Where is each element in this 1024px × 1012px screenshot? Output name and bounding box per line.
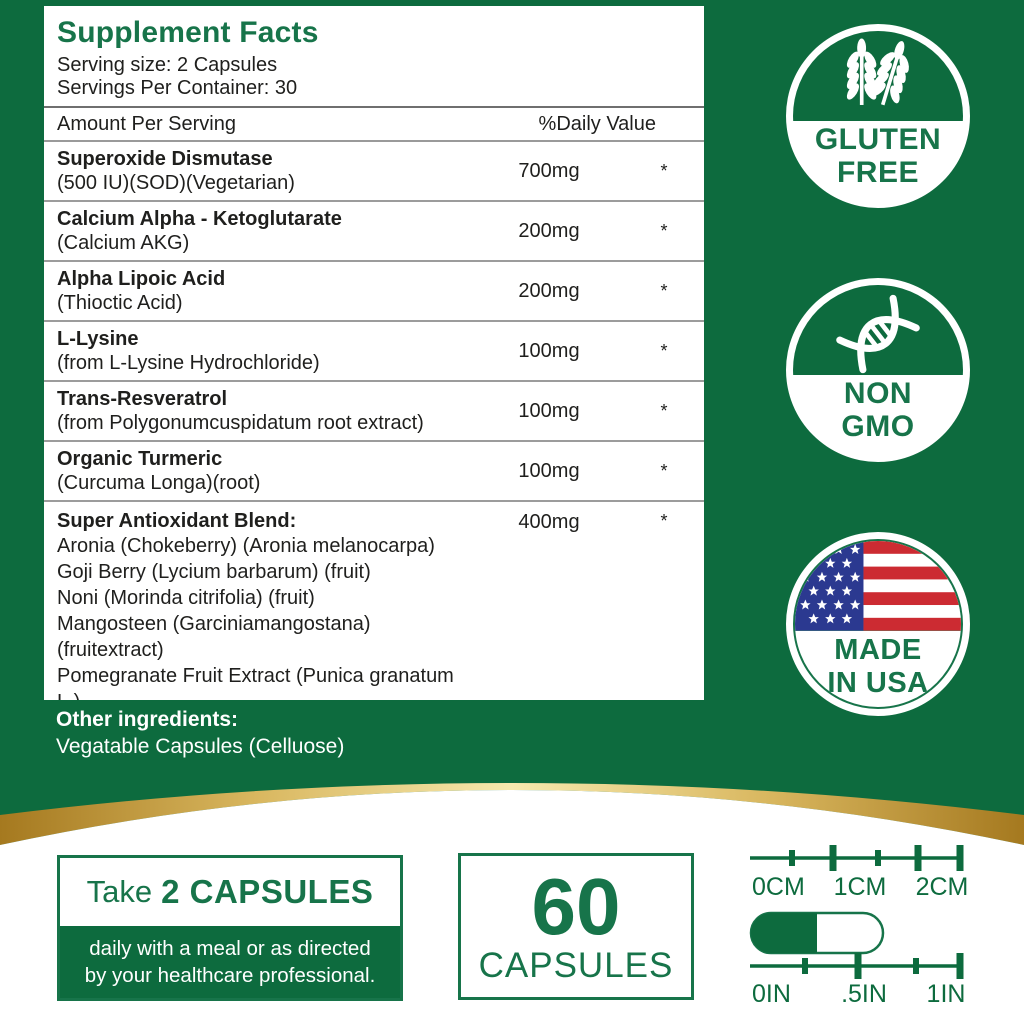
badge-gluten-free: GLUTEN FREE: [786, 24, 970, 208]
ruler-label-in: 0IN: [752, 980, 791, 1006]
ingredient-row: Superoxide Dismutase (500 IU)(SOD)(Veget…: [44, 142, 704, 202]
blend-dv: *: [660, 511, 668, 531]
badge-label: MADE: [834, 633, 922, 666]
ingredient-name: Superoxide Dismutase: [57, 148, 273, 170]
other-ingredients: Other ingredients: Vegatable Capsules (C…: [56, 706, 344, 760]
dosage-note: daily with a meal or as directed by your…: [60, 926, 400, 998]
ingredient-dv: *: [660, 340, 668, 361]
ruler-label-in: .5IN: [841, 980, 887, 1006]
badge-label: IN USA: [827, 666, 929, 699]
ingredient-row: Calcium Alpha - Ketoglutarate (Calcium A…: [44, 202, 704, 262]
capsule-count-number: 60: [531, 861, 621, 951]
blend-component: Mangosteen (Garciniamangostana)(fruitext…: [57, 613, 371, 661]
panel-head: Supplement Facts Serving size: 2 Capsule…: [44, 6, 704, 108]
blend-row: Super Antioxidant Blend: Aronia (Chokebe…: [44, 502, 704, 700]
badge-non-gmo: NON GMO: [786, 278, 970, 462]
supplement-facts-panel: Supplement Facts Serving size: 2 Capsule…: [44, 6, 704, 700]
servings-per-container: Servings Per Container: 30: [57, 77, 298, 99]
dosage-take-word: Take: [86, 874, 153, 909]
dosage-note-line: by your healthcare professional.: [84, 964, 376, 987]
badge-label: FREE: [836, 155, 919, 189]
ingredient-name: Alpha Lipoic Acid: [57, 268, 226, 290]
blend-component: Pomegranate Fruit Extract (Punica granat…: [57, 665, 454, 700]
ingredient-name: Organic Turmeric: [57, 448, 223, 470]
ruler-label-cm: 1CM: [834, 873, 887, 901]
ingredient-row: Trans-Resveratrol (from Polygonumcuspida…: [44, 382, 704, 442]
ingredient-dv: *: [660, 280, 668, 301]
capsule-count-box: 60 CAPSULES: [458, 853, 694, 1000]
ingredient-dv: *: [660, 400, 668, 421]
ingredient-detail: (Calcium AKG): [57, 232, 190, 254]
blend-component: Aronia (Chokeberry) (Aronia melanocarpa): [57, 535, 435, 557]
ruler-graphic: 0CM 1CM 2CM 0IN .5IN 1IN: [749, 845, 969, 1006]
capsule-count-unit: CAPSULES: [478, 945, 674, 985]
blend-component: Goji Berry (Lycium barbarum) (fruit): [57, 561, 371, 583]
usa-flag-icon: [795, 541, 961, 631]
ingredient-row: Organic Turmeric (Curcuma Longa)(root) 1…: [44, 442, 704, 502]
badge-label: NON: [843, 376, 913, 410]
blend-component: Noni (Morinda citrifolia) (fruit): [57, 587, 315, 609]
serving-size: Serving size: 2 Capsules: [57, 54, 278, 76]
ingredient-detail: (from Polygonumcuspidatum root extract): [57, 412, 424, 434]
other-ingredients-value: Vegatable Capsules (Celluose): [56, 735, 345, 758]
dosage-box: Take 2 CAPSULES daily with a meal or as …: [57, 855, 403, 1001]
ingredient-dv: *: [660, 220, 668, 241]
ingredient-name: L-Lysine: [57, 328, 139, 350]
ingredient-row: Alpha Lipoic Acid (Thioctic Acid) 200mg …: [44, 262, 704, 322]
ingredient-amount: 100mg: [518, 399, 580, 422]
ingredient-amount: 100mg: [518, 339, 580, 362]
badge-label: GMO: [841, 409, 915, 443]
badge-made-in-usa: MADE IN USA: [786, 532, 970, 716]
in-ruler: [750, 953, 964, 979]
ruler-label-cm: 2CM: [916, 873, 969, 901]
column-header-daily-value: %Daily Value: [538, 112, 656, 135]
panel-title: Supplement Facts: [57, 16, 319, 49]
ingredient-amount: 100mg: [518, 459, 580, 482]
badge-label: GLUTEN: [814, 122, 942, 156]
dosage-note-line: daily with a meal or as directed: [89, 937, 371, 960]
ingredient-dv: *: [660, 160, 668, 181]
ingredient-dv: *: [660, 460, 668, 481]
ruler-label-cm: 0CM: [752, 873, 805, 901]
wheat-icon: [846, 37, 919, 110]
dosage-headline: Take 2 CAPSULES: [60, 858, 400, 926]
ingredient-amount: 700mg: [518, 159, 580, 182]
ingredient-amount: 200mg: [518, 279, 580, 302]
ruler-label-in: 1IN: [927, 980, 966, 1006]
ingredient-name: Calcium Alpha - Ketoglutarate: [57, 208, 342, 230]
dna-icon: [836, 294, 920, 374]
dosage-amount: 2 CAPSULES: [161, 873, 374, 910]
ingredient-row: L-Lysine (from L-Lysine Hydrochloride) 1…: [44, 322, 704, 382]
blend-name: Super Antioxidant Blend:: [57, 510, 297, 532]
table-header-row: Amount Per Serving %Daily Value: [44, 108, 704, 142]
capsule-icon: [749, 911, 885, 955]
ingredient-detail: (from L-Lysine Hydrochloride): [57, 352, 320, 374]
ingredient-detail: (Thioctic Acid): [57, 292, 183, 314]
column-header-amount: Amount Per Serving: [57, 112, 236, 135]
blend-amount: 400mg: [518, 511, 580, 533]
ingredient-detail: (500 IU)(SOD)(Vegetarian): [57, 172, 295, 194]
cm-ruler: [750, 845, 964, 871]
ingredient-detail: (Curcuma Longa)(root): [57, 472, 261, 494]
other-ingredients-label: Other ingredients:: [56, 708, 239, 731]
ingredient-name: Trans-Resveratrol: [57, 388, 228, 410]
ingredient-amount: 200mg: [518, 219, 580, 242]
